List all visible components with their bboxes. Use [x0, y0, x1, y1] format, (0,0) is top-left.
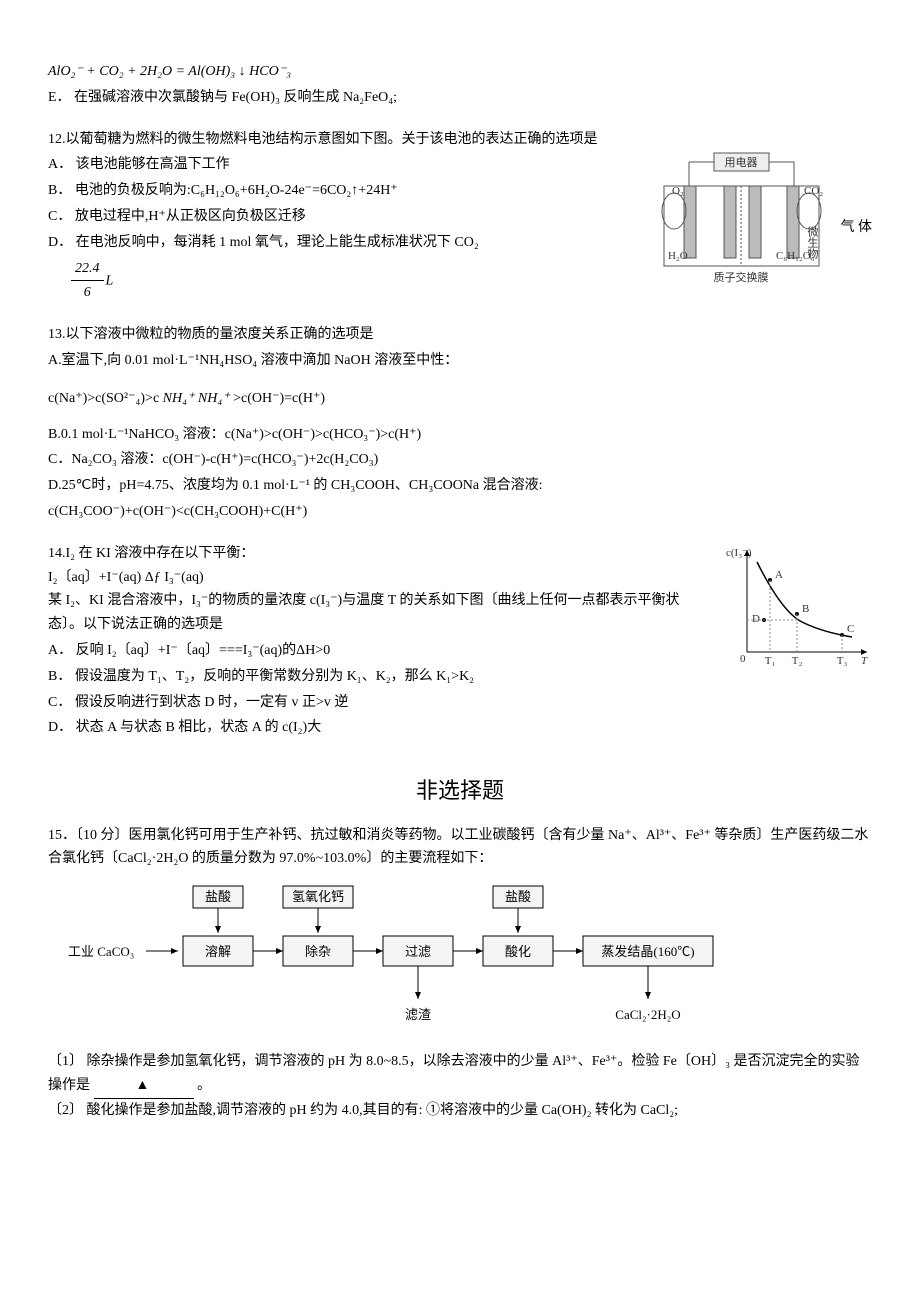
svg-text:0: 0	[740, 653, 746, 665]
option-E: E． 在强碱溶液中次氯酸钠与 Fe(OH)₃ 反响生成 Na₂FeO₄;	[48, 86, 872, 110]
flow-diagram: .ft{font-size:13px;}.bx{fill:#f4f4f4;str…	[68, 881, 872, 1040]
q12-D-text: D． 在电池反响中，每消耗 1 mol 氧气，理论上能生成标准状况下 CO₂	[48, 235, 479, 250]
q14-D: D． 状态 A 与状态 B 相比，状态 A 的 c(I₂)大	[48, 716, 710, 740]
q14-C: C． 假设反响进行到状态 D 时，一定有 v 正>v 逆	[48, 691, 710, 715]
q12-B: B． 电池的负极反响为:C₆H₁₂O₆+6H₂O-24e⁻=6CO₂↑+24H⁺	[48, 179, 642, 203]
svg-text:蒸发结晶(160℃): 蒸发结晶(160℃)	[601, 944, 694, 959]
q15-sub1: 〔1〕 除杂操作是参加氢氧化钙，调节溶液的 pH 为 8.0~8.5，以除去溶液…	[48, 1050, 872, 1099]
q14-A: A． 反响 I₂〔aq〕+I⁻〔aq〕===I₃⁻(aq)的ΔH>0	[48, 639, 710, 663]
figure-curve: c(I₃⁻) A B C D T₁ T₂ T₃ T 0	[722, 542, 872, 681]
q12-C: C． 放电过程中,H⁺从正极区向负极区迁移	[48, 205, 642, 229]
q13-A-line1: A.室温下,向 0.01 mol·L⁻¹NH₄HSO₄ 溶液中滴加 NaOH 溶…	[48, 349, 872, 373]
svg-text:D: D	[752, 613, 760, 625]
svg-text:CO₂: CO₂	[804, 185, 823, 197]
q14-l2: I₂〔aq〕+I⁻(aq) Δƒ I₃⁻(aq)	[48, 566, 710, 590]
question-13: 13.以下溶液中微粒的物质的量浓度关系正确的选项是 A.室温下,向 0.01 m…	[48, 323, 872, 524]
svg-text:O₂: O₂	[672, 185, 684, 197]
q12-D-tail: 气 体	[841, 216, 873, 240]
svg-text:B: B	[802, 603, 809, 615]
svg-text:盐酸: 盐酸	[505, 889, 531, 904]
svg-text:微生物: 微生物	[806, 225, 819, 259]
q14-l3: 某 I₂、KI 混合溶液中，I₃⁻的物质的量浓度 c(I₃⁻)与温度 T 的关系…	[48, 589, 710, 637]
svg-text:酸化: 酸化	[505, 944, 531, 959]
q12-stem: 12.以葡萄糖为燃料的微生物燃料电池结构示意图如下图。关于该电池的表达正确的选项…	[48, 128, 872, 152]
svg-text:盐酸: 盐酸	[205, 889, 231, 904]
q14-l1: 14.I₂ 在 KI 溶液中存在以下平衡：	[48, 542, 710, 566]
figure-fuel-cell: 用电器 O₂ CO₂ H₂O C₆H₁₂O₆ 微生物 质子交换膜	[654, 151, 829, 300]
svg-text:氢氧化钙: 氢氧化钙	[292, 889, 344, 904]
svg-text:滤渣: 滤渣	[405, 1007, 431, 1022]
svg-text:T₁: T₁	[765, 655, 776, 667]
q13-B: B.0.1 mol·L⁻¹NaHCO₃ 溶液：c(Na⁺)>c(OH⁻)>c(H…	[48, 423, 872, 447]
svg-text:c(I₃⁻): c(I₃⁻)	[726, 547, 752, 559]
svg-text:T₂: T₂	[792, 655, 803, 667]
q15-sub2: 〔2〕 酸化操作是参加盐酸,调节溶液的 pH 约为 4.0,其目的有: ①将溶液…	[48, 1099, 872, 1123]
svg-text:T: T	[861, 655, 868, 667]
question-12: 12.以葡萄糖为燃料的微生物燃料电池结构示意图如下图。关于该电池的表达正确的选项…	[48, 128, 872, 306]
svg-text:除杂: 除杂	[305, 944, 331, 959]
svg-text:质子交换膜: 质子交换膜	[713, 270, 768, 284]
svg-text:工业 CaCO₃: 工业 CaCO₃	[68, 944, 134, 959]
q12-D: D． 在电池反响中，每消耗 1 mol 氧气，理论上能生成标准状况下 CO₂	[48, 231, 642, 255]
question-15: 15．〔10 分〕医用氯化钙可用于生产补钙、抗过敏和消炎等药物。以工业碳酸钙〔含…	[48, 824, 872, 1123]
q12-A: A． 该电池能够在高温下工作	[48, 153, 642, 177]
svg-text:CaCl₂·2H₂O: CaCl₂·2H₂O	[615, 1007, 680, 1022]
svg-text:T₃: T₃	[837, 655, 848, 667]
q13-D2: c(CH₃COO⁻)+c(OH⁻)<c(CH₃COOH)+C(H⁺)	[48, 500, 872, 524]
svg-text:C: C	[847, 623, 854, 635]
q13-A-line2: c(Na⁺)>c(SO²⁻₄)>c NH₄⁺ NH₄⁺ >c(OH⁻)=c(H⁺…	[48, 387, 872, 411]
q15-stem: 15．〔10 分〕医用氯化钙可用于生产补钙、抗过敏和消炎等药物。以工业碳酸钙〔含…	[48, 824, 872, 872]
svg-text:A: A	[775, 569, 783, 581]
svg-text:H₂O: H₂O	[668, 250, 688, 262]
question-14: 14.I₂ 在 KI 溶液中存在以下平衡： I₂〔aq〕+I⁻(aq) Δƒ I…	[48, 542, 872, 742]
svg-text:过滤: 过滤	[405, 944, 431, 959]
q13-D1: D.25℃时，pH=4.75、浓度均为 0.1 mol·L⁻¹ 的 CH₃COO…	[48, 474, 872, 498]
q13-stem: 13.以下溶液中微粒的物质的量浓度关系正确的选项是	[48, 323, 872, 347]
svg-text:溶解: 溶解	[205, 944, 231, 959]
equation-line: AlO₂⁻ + CO₂ + 2H₂O = Al(OH)₃ ↓ HCO⁻₃	[48, 60, 872, 84]
q13-C: C．Na₂CO₃ 溶液：c(OH⁻)-c(H⁺)=c(HCO₃⁻)+2c(H₂C…	[48, 448, 872, 472]
answer-blank[interactable]: ▲	[94, 1074, 194, 1099]
q14-B: B． 假设温度为 T₁、T₂，反响的平衡常数分别为 K₁、K₂，那么 K₁>K₂	[48, 665, 710, 689]
section-title: 非选择题	[48, 772, 872, 809]
q12-D-frac: 22.4 6 L	[48, 257, 642, 306]
svg-text:用电器: 用电器	[724, 156, 757, 169]
q11-fragment: AlO₂⁻ + CO₂ + 2H₂O = Al(OH)₃ ↓ HCO⁻₃ E． …	[48, 60, 872, 110]
